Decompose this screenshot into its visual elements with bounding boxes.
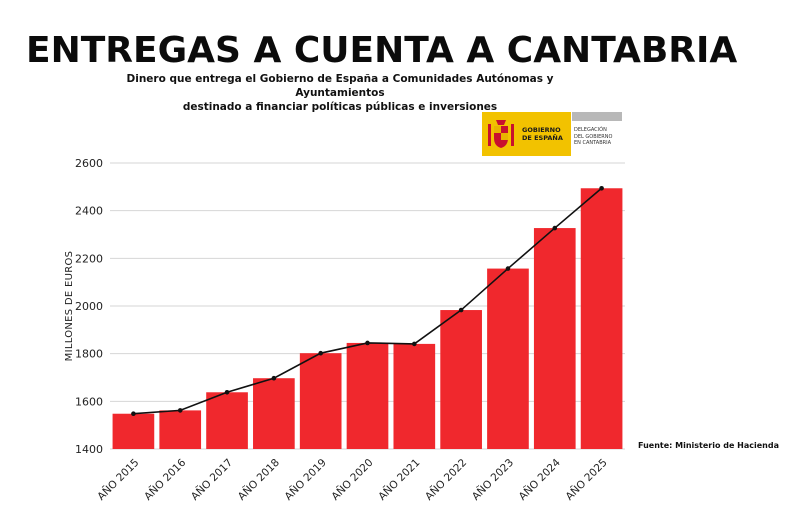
trend-point bbox=[271, 375, 277, 381]
y-tick-label: 2400 bbox=[75, 205, 103, 218]
bar bbox=[580, 188, 623, 449]
y-tick-label: 2200 bbox=[75, 252, 103, 265]
bar bbox=[159, 410, 202, 449]
chart-subtitle: Dinero que entrega el Gobierno de España… bbox=[90, 72, 590, 114]
subtitle-line-1: Dinero que entrega el Gobierno de España… bbox=[126, 73, 554, 99]
bar bbox=[393, 343, 436, 449]
bar bbox=[253, 378, 295, 449]
bar bbox=[440, 310, 482, 449]
bar bbox=[112, 413, 155, 449]
bar bbox=[487, 268, 529, 449]
trend-point bbox=[552, 225, 558, 231]
y-tick-label: 2000 bbox=[75, 300, 103, 313]
bar bbox=[346, 342, 389, 449]
bar bbox=[533, 228, 576, 449]
bar bbox=[206, 392, 248, 449]
source-note: Fuente: Ministerio de Hacienda bbox=[638, 441, 779, 450]
logo-gov-line-2: DE ESPAÑA bbox=[522, 134, 563, 142]
x-tick-label: AÑO 2021 bbox=[376, 456, 423, 503]
trend-point bbox=[318, 350, 323, 356]
subtitle-line-2: destinado a financiar políticas públicas… bbox=[182, 101, 498, 113]
x-tick-label: AÑO 2016 bbox=[141, 456, 188, 503]
y-axis-label: MILLONES DE EUROS bbox=[64, 251, 75, 362]
trend-point bbox=[365, 340, 370, 346]
chart-title: ENTREGAS A CUENTA A CANTABRIA bbox=[26, 30, 738, 71]
trend-point bbox=[131, 411, 136, 417]
bar bbox=[299, 353, 342, 449]
coat-of-arms-icon bbox=[488, 120, 514, 148]
logo-grey-bar bbox=[572, 112, 622, 121]
x-tick-label: AÑO 2022 bbox=[422, 456, 469, 503]
logo-del-line-2: DEL GOBIERNO bbox=[574, 133, 613, 140]
x-tick-label: AÑO 2020 bbox=[329, 456, 376, 503]
x-tick-label: AÑO 2023 bbox=[469, 456, 516, 503]
y-tick-label: 1400 bbox=[75, 443, 103, 456]
x-tick-label: AÑO 2017 bbox=[188, 456, 235, 503]
bars bbox=[112, 188, 623, 449]
trend-point bbox=[458, 307, 464, 313]
gobierno-logo: GOBIERNO DE ESPAÑA DELEGACIÓN DEL GOBIER… bbox=[482, 112, 622, 156]
logo-gov-text: GOBIERNO DE ESPAÑA bbox=[522, 126, 563, 142]
x-tick-label: AÑO 2018 bbox=[235, 456, 282, 503]
x-tick-label: AÑO 2019 bbox=[282, 456, 329, 503]
trend-point bbox=[599, 185, 604, 191]
y-tick-label: 2600 bbox=[75, 157, 103, 170]
y-tick-label: 1600 bbox=[75, 395, 103, 408]
trend-point bbox=[224, 389, 230, 395]
y-axis-ticks: 1400 1600 1800 2000 2200 2400 2600 bbox=[75, 157, 103, 456]
trend-point bbox=[177, 408, 183, 413]
x-axis-ticks: AÑO 2015 AÑO 2016 AÑO 2017 AÑO 2018 AÑO 2019… bbox=[95, 456, 610, 503]
trend-point bbox=[505, 266, 511, 271]
trend-line bbox=[131, 185, 604, 417]
logo-del-line-3: EN CANTABRIA bbox=[574, 140, 612, 146]
x-tick-label: AÑO 2015 bbox=[95, 456, 142, 503]
logo-del-line-1: DELEGACIÓN bbox=[574, 127, 607, 133]
x-tick-label: AÑO 2025 bbox=[563, 456, 610, 503]
x-tick-label: AÑO 2024 bbox=[516, 456, 563, 503]
y-tick-label: 1800 bbox=[75, 348, 103, 361]
logo-gov-line-1: GOBIERNO bbox=[522, 126, 561, 134]
logo-delegation-text: DELEGACIÓN DEL GOBIERNO EN CANTABRIA bbox=[574, 127, 612, 147]
trend-point bbox=[412, 341, 417, 347]
